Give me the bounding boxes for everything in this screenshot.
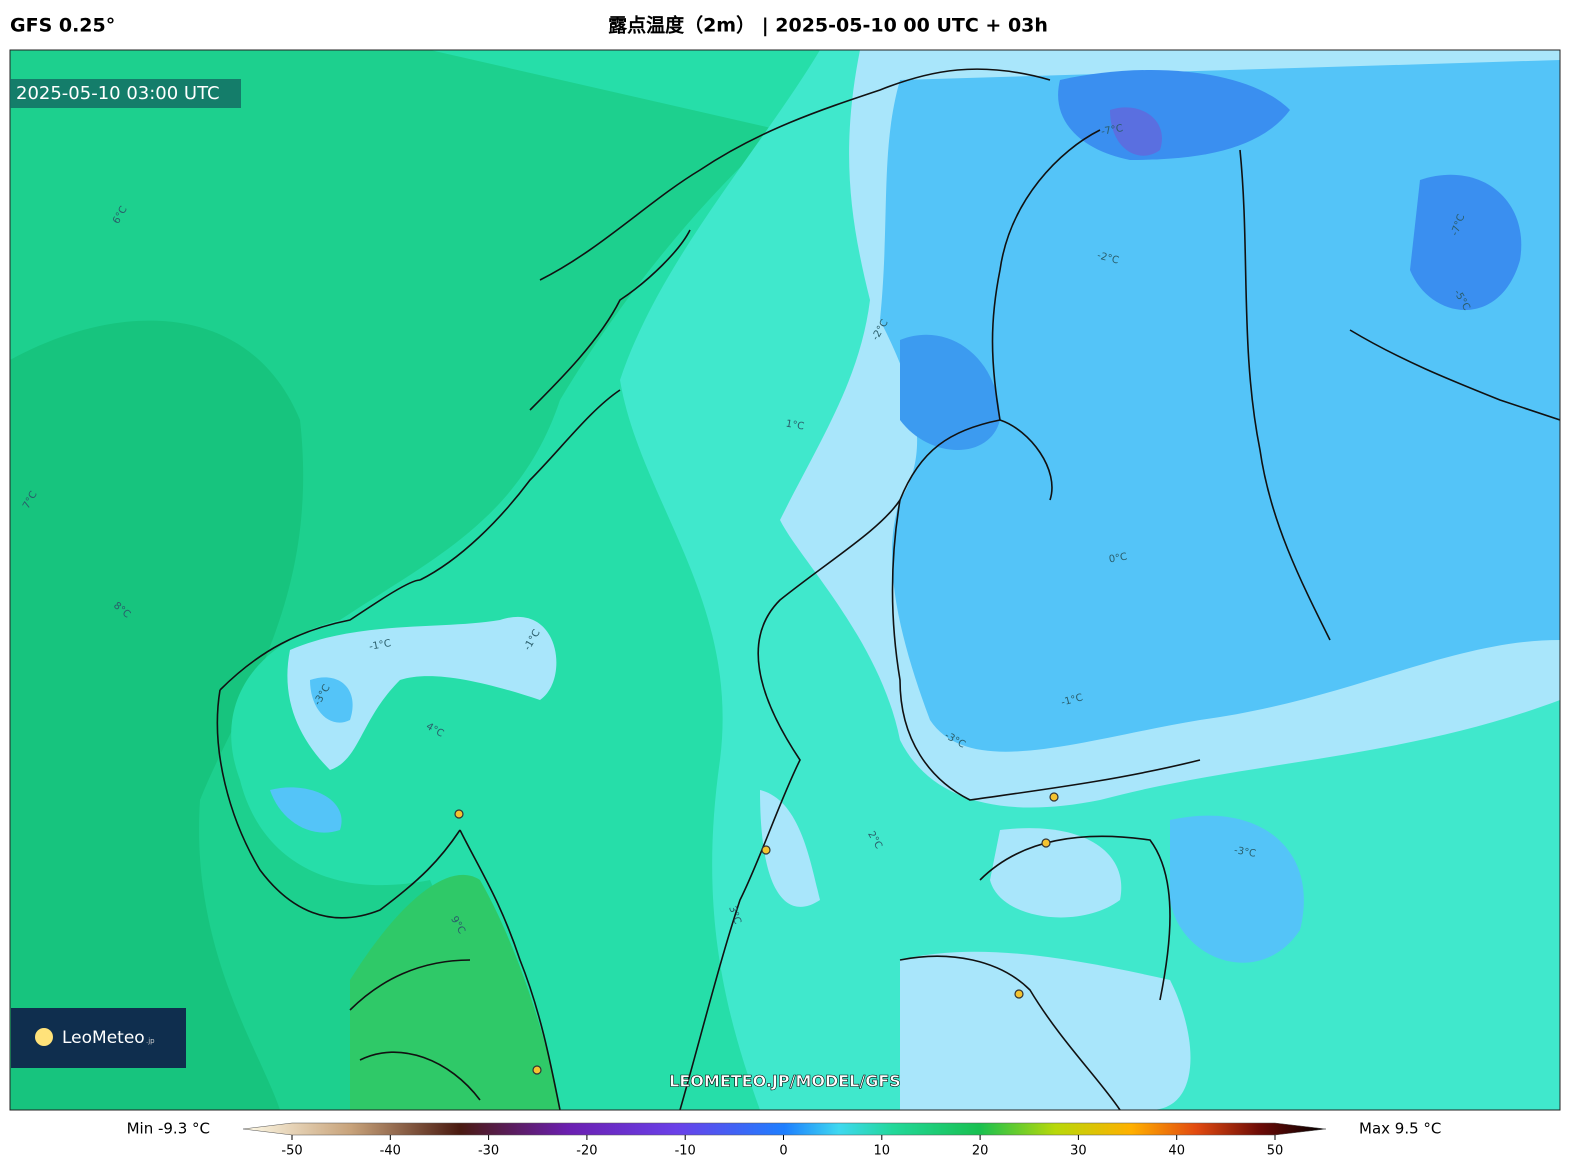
cold-core	[900, 334, 1000, 450]
timestamp: 2025-05-10 03:00 UTC	[16, 83, 220, 104]
cold-zone	[880, 60, 1560, 752]
watermark: LEOMETEO.JP/MODEL/GFS	[669, 1072, 901, 1091]
contour-label: -1°C	[1060, 692, 1084, 708]
contour-label: -1°C	[368, 638, 392, 653]
colorbar-ticks: -50 -40 -30 -20 -10 0 10 20 30 40 50	[281, 1135, 1283, 1159]
logo-suffix: .jp	[146, 1037, 155, 1045]
cold-core	[1410, 174, 1522, 310]
colorbar-tick-label: 30	[1070, 1144, 1087, 1159]
cold-zone	[1170, 815, 1304, 963]
map: 6°C7°C8°C-1°C-3°C-1°C4°C9°C-2°C-2°C-1°C-…	[10, 50, 1560, 1110]
contour-label: -7°C	[1100, 123, 1124, 138]
colorbar-tick-label: 10	[874, 1144, 891, 1159]
contour-label: -2°C	[1096, 250, 1120, 266]
model-label: GFS 0.25°	[10, 15, 115, 37]
coastlines	[216, 68, 1560, 1110]
map-frame	[9, 49, 1561, 1111]
colorbar-tick-label: -10	[675, 1144, 696, 1159]
cold-core	[1058, 70, 1290, 160]
logo: LeoMeteo	[62, 1028, 145, 1048]
timestamp-box	[10, 79, 241, 108]
cold-core	[310, 677, 353, 723]
cold-core	[1110, 107, 1162, 156]
logo-sun	[35, 1028, 53, 1046]
colorbar-tick-label: 50	[1267, 1144, 1284, 1159]
colorbar-tick-label: -40	[380, 1144, 401, 1159]
contour-label: -3°C	[1233, 845, 1257, 860]
cold-zone	[287, 616, 557, 770]
contour-label: 0°C	[1108, 551, 1128, 565]
cold-core	[270, 787, 342, 833]
colorbar	[242, 1122, 1327, 1136]
contour-label: 1°C	[785, 418, 805, 432]
colorbar-tick-label: 0	[779, 1144, 787, 1159]
max-label: Max 9.5 °C	[1359, 1120, 1441, 1138]
cold-zone	[900, 951, 1191, 1110]
city-markers	[454, 792, 1059, 1075]
colorbar-tick-label: -30	[478, 1144, 499, 1159]
map-title: 露点温度（2m） | 2025-05-10 00 UTC + 03h	[608, 14, 1048, 37]
colorbar-tick-label: 40	[1168, 1144, 1185, 1159]
min-label: Min -9.3 °C	[127, 1120, 210, 1138]
colorbar-tick-label: 20	[972, 1144, 989, 1159]
warm-zone	[350, 874, 560, 1110]
ocean-zone	[10, 320, 304, 1110]
colorbar-tick-label: -50	[281, 1144, 302, 1159]
colorbar-tick-label: -20	[576, 1144, 597, 1159]
